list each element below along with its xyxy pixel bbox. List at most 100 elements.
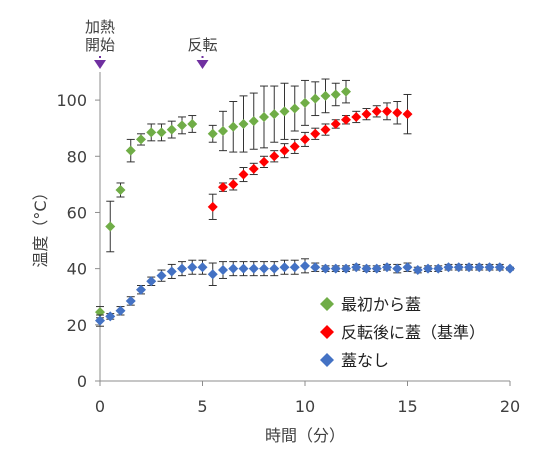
x-tick-label: 20 [500, 397, 520, 416]
data-point [289, 262, 300, 273]
y-tick-label: 60 [67, 203, 87, 222]
data-point [330, 118, 341, 129]
data-point [310, 128, 321, 139]
data-point [166, 266, 177, 277]
data-point [402, 109, 413, 120]
data-point [505, 263, 515, 274]
data-point [330, 89, 341, 100]
data-point [289, 103, 300, 114]
y-tick-label: 20 [67, 316, 87, 335]
data-point [289, 141, 300, 152]
data-point [433, 263, 444, 274]
data-point [269, 151, 280, 162]
data-point [207, 201, 218, 212]
series-2 [95, 258, 515, 327]
data-point [105, 311, 116, 322]
data-point [259, 156, 269, 167]
data-point [361, 109, 372, 120]
legend-marker [320, 353, 334, 367]
data-point [146, 127, 157, 138]
data-point [228, 263, 239, 274]
data-point [341, 86, 351, 97]
data-point [320, 90, 331, 101]
data-point [371, 263, 382, 274]
legend-marker [320, 325, 334, 339]
data-point [218, 182, 228, 193]
data-point [228, 179, 239, 190]
data-point [207, 128, 218, 139]
data-point [115, 305, 126, 316]
data-point [474, 262, 485, 273]
data-point [156, 127, 167, 138]
data-point [320, 124, 331, 135]
data-point [341, 263, 351, 274]
data-point [259, 263, 269, 274]
x-tick-label: 10 [295, 397, 315, 416]
data-point [238, 118, 249, 129]
data-point [228, 121, 239, 132]
data-point [423, 263, 433, 274]
annotation-label: 反転 [187, 36, 217, 54]
data-point [156, 270, 167, 281]
data-point [300, 260, 310, 271]
data-point [238, 263, 249, 274]
x-axis-title: 時間（分） [265, 426, 345, 445]
data-point [320, 263, 331, 274]
data-point [310, 262, 321, 273]
data-point [464, 262, 474, 273]
series-0 [95, 78, 351, 319]
data-point [392, 263, 403, 274]
data-point [177, 263, 187, 274]
data-point [197, 262, 208, 273]
data-point [177, 120, 187, 131]
y-tick-label: 40 [67, 260, 87, 279]
data-point [125, 145, 136, 156]
data-point [207, 269, 218, 280]
data-point [136, 284, 146, 295]
data-point [238, 169, 249, 180]
legend-marker [320, 297, 334, 311]
data-point [279, 106, 290, 117]
data-point [248, 163, 259, 174]
data-point [269, 263, 280, 274]
data-point [300, 134, 310, 145]
legend-label: 反転後に蓋（基準） [341, 323, 485, 342]
data-point [392, 107, 403, 118]
legend-label: 蓋なし [341, 351, 389, 370]
y-tick-label: 0 [77, 372, 87, 391]
data-point [187, 118, 198, 129]
legend-label: 最初から蓋 [341, 295, 421, 314]
x-tick-label: 0 [95, 397, 105, 416]
data-point [279, 262, 290, 273]
data-point [279, 145, 290, 156]
data-point [166, 124, 177, 135]
data-point [218, 125, 228, 136]
data-point [300, 97, 310, 108]
data-point [136, 134, 146, 145]
annotation-arrow-head [94, 60, 106, 69]
annotation-label: 開始 [85, 36, 115, 54]
data-point [248, 116, 259, 127]
data-point [218, 265, 228, 276]
x-tick-label: 15 [397, 397, 417, 416]
data-point [115, 184, 126, 195]
plot-area [95, 78, 515, 327]
annotation-arrow-head [196, 60, 209, 69]
data-point [382, 262, 392, 273]
y-axis-title: 温度（°C） [31, 184, 50, 267]
data-point [361, 263, 372, 274]
data-point [310, 93, 321, 104]
data-point [146, 276, 157, 287]
annotation-label: 加熱 [85, 18, 115, 36]
data-point [494, 262, 505, 273]
data-point [382, 106, 392, 117]
data-point [341, 114, 351, 125]
x-tick-label: 5 [197, 397, 207, 416]
y-tick-label: 80 [67, 147, 87, 166]
data-point [125, 295, 136, 306]
data-point [402, 262, 413, 273]
data-point [187, 262, 198, 273]
